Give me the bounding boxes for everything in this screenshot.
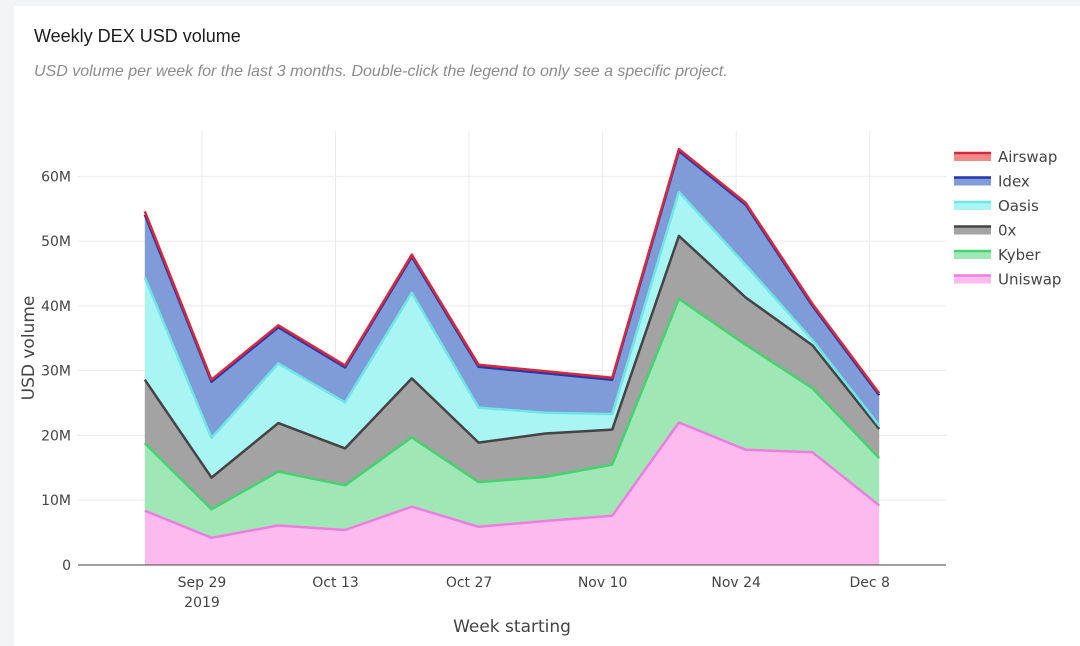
legend-label: Idex: [998, 173, 1030, 191]
y-tick-label: 40M: [41, 299, 71, 315]
x-tick-label: Nov 10: [578, 575, 628, 591]
x-tick-label: Sep 29: [178, 575, 227, 591]
chart-title: Weekly DEX USD volume: [34, 26, 241, 46]
line-oasis: [143, 190, 881, 440]
chart-subtitle: USD volume per week for the last 3 month…: [34, 63, 728, 80]
x-tick-label: Nov 24: [711, 575, 761, 591]
x-axis-title: Week starting: [453, 617, 571, 637]
legend-label: 0x: [998, 222, 1017, 240]
legend-item-0x[interactable]: 0x: [954, 222, 1017, 240]
legend-label: Kyber: [998, 246, 1041, 264]
line-0x: [143, 234, 881, 479]
area-0x: [144, 235, 880, 510]
line-airswap: [143, 147, 881, 395]
legend-label: Airswap: [998, 148, 1057, 166]
line-uniswap: [144, 421, 880, 540]
chart-card: Weekly DEX USD volume USD volume per wee…: [14, 6, 1080, 646]
legend-swatch-fill: [954, 177, 991, 186]
x-tick-label: Dec 8: [849, 575, 889, 591]
legend-swatch-fill: [954, 275, 991, 284]
legend-item-uniswap[interactable]: Uniswap: [954, 271, 1061, 289]
y-tick-label: 20M: [41, 428, 71, 444]
y-tick-label: 0: [62, 558, 71, 574]
y-tick-label: 30M: [41, 364, 71, 380]
line-kyber: [143, 297, 881, 511]
legend-item-airswap[interactable]: Airswap: [954, 148, 1057, 166]
legend-item-kyber[interactable]: Kyber: [954, 246, 1041, 264]
legend-swatch-fill: [954, 226, 991, 235]
x-tick-sublabel: 2019: [184, 595, 220, 611]
legend-label: Oasis: [998, 197, 1039, 215]
legend-item-idex[interactable]: Idex: [954, 173, 1030, 191]
legend-swatch-fill: [954, 251, 991, 259]
legend-label: Uniswap: [998, 271, 1061, 289]
area-oasis: [144, 191, 880, 478]
legend-swatch-fill: [954, 153, 991, 161]
y-tick-label: 10M: [41, 493, 71, 509]
x-tick-label: Oct 13: [312, 575, 358, 591]
x-tick-label: Oct 27: [446, 575, 492, 591]
area-idex: [144, 151, 880, 438]
y-axis-title: USD volume: [19, 296, 39, 401]
legend-swatch-fill: [954, 202, 991, 210]
chart-svg: 0 10M 20M 30M 40M 50M 60M Sep 29 2019 Oct 13 Oct 2…: [19, 131, 1061, 637]
y-tick-label: 60M: [41, 169, 71, 185]
area-kyber: [144, 298, 880, 538]
legend-item-oasis[interactable]: Oasis: [954, 197, 1039, 215]
y-tick-label: 50M: [41, 234, 71, 250]
